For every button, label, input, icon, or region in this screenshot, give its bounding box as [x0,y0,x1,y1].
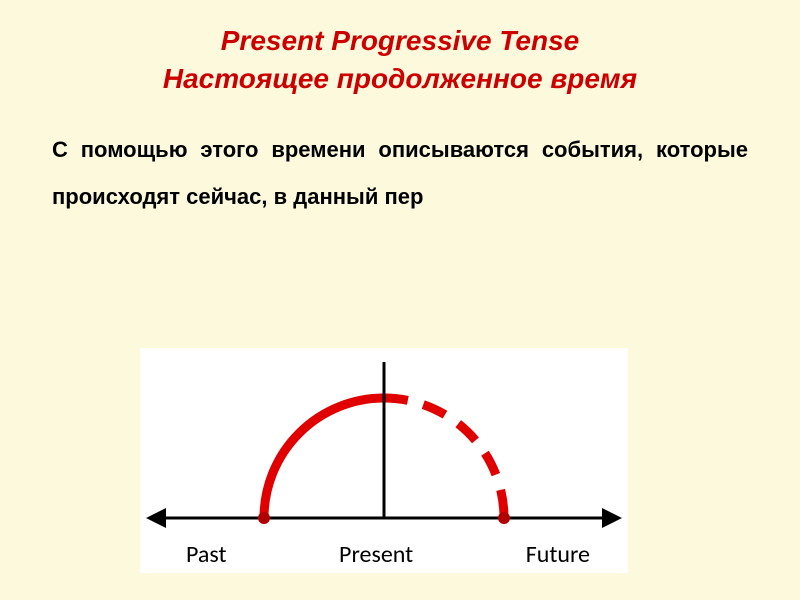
arrow-right-icon [602,508,622,528]
timeline-labels: Past Present Future [140,538,628,569]
timeline-diagram: Past Present Future [140,348,628,573]
title-line-1: Present Progressive Tense [0,22,800,60]
arc-endpoint-left [258,512,270,524]
label-past: Past [186,540,227,569]
title-block: Present Progressive Tense Настоящее прод… [0,0,800,98]
arc-solid [264,398,384,518]
arrow-left-icon [146,508,166,528]
label-present: Present [339,540,413,569]
timeline-svg [140,348,628,538]
description-text: С помощью этого времени описываются собы… [0,126,800,221]
arc-dashed [384,398,504,518]
title-line-2: Настоящее продолженное время [0,60,800,98]
label-future: Future [526,540,590,569]
arc-endpoint-right [498,512,510,524]
